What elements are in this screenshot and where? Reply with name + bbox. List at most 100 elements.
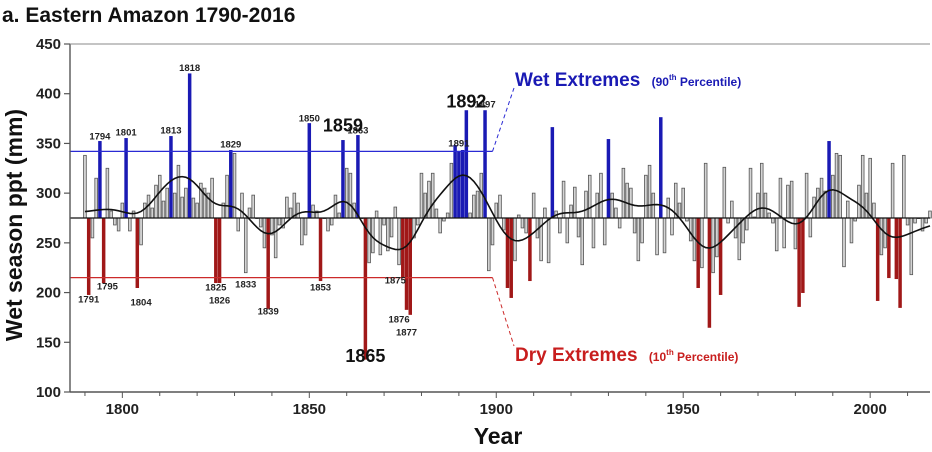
bar-1809 [154, 184, 158, 219]
bar-1876 [404, 217, 409, 310]
bar-1939 [640, 217, 644, 244]
bar-1891 [460, 149, 465, 219]
bar-1940 [644, 174, 648, 219]
axes-layer: 100 150 200 250 300 350 400 450 1800 1850 1900 1950… [36, 36, 930, 418]
highlight-label-1892: 1892 [446, 92, 486, 112]
bar-1812 [165, 187, 169, 219]
bar-1900 [494, 202, 499, 219]
bar-1988 [823, 190, 828, 219]
bar-2002 [875, 217, 880, 301]
bar-1903 [505, 217, 510, 288]
bar-1999 [864, 192, 869, 219]
bar-1922 [576, 217, 581, 238]
bar-1815 [176, 164, 181, 219]
bar-1795 [101, 217, 106, 284]
y-tick-label-250: 250 [36, 235, 61, 252]
bar-1976 [778, 177, 783, 219]
bar-1972 [763, 192, 768, 219]
bar-1887 [445, 212, 450, 219]
highlight-label-1865: 1865 [345, 346, 385, 366]
bar-1936 [629, 187, 633, 219]
bar-1801 [124, 138, 128, 219]
bar-1790 [83, 154, 87, 219]
bar-1997 [857, 184, 861, 219]
bar-1992 [838, 154, 842, 219]
bar-1819 [191, 197, 196, 219]
bar-1961 [722, 166, 727, 219]
bar-1923 [580, 217, 584, 266]
bar-1890 [457, 150, 461, 219]
wet-threshold-connector [492, 87, 515, 152]
bar-2009 [902, 154, 906, 219]
x-tick-label-1850: 1850 [293, 401, 326, 418]
bar-1991 [834, 152, 839, 219]
bar-1983 [804, 172, 809, 219]
bar-1937 [632, 217, 637, 234]
bar-1893 [468, 212, 472, 219]
legend-wet-label: Wet Extremes (90th Percentile) [515, 70, 741, 91]
bar-1845 [288, 207, 293, 219]
bar-2001 [872, 202, 876, 219]
bar-1910 [531, 192, 536, 219]
year-label-1876: 1876 [388, 314, 409, 325]
y-tick-label-400: 400 [36, 86, 61, 103]
year-label-1825: 1825 [205, 283, 227, 294]
bar-2010 [905, 217, 910, 226]
bar-2005 [887, 217, 891, 279]
bar-1959 [715, 217, 719, 258]
y-tick-label-100: 100 [36, 384, 61, 401]
bar-1792 [90, 217, 95, 239]
bar-1816 [180, 196, 184, 219]
year-label-1877: 1877 [396, 327, 417, 338]
year-label-1791: 1791 [78, 295, 100, 306]
y-tick-label-350: 350 [36, 135, 61, 152]
bar-1797 [109, 210, 113, 219]
bar-1817 [184, 187, 188, 219]
bar-1899 [490, 217, 495, 246]
bar-1825 [214, 217, 218, 284]
bar-1863 [356, 135, 360, 219]
bar-1848 [300, 217, 304, 246]
bar-1904 [509, 217, 513, 298]
year-label-1850: 1850 [299, 114, 320, 125]
bar-1901 [498, 194, 502, 219]
bar-1982 [801, 217, 805, 293]
bar-1931 [610, 192, 614, 219]
bar-1907 [520, 217, 525, 229]
bar-1898 [487, 217, 491, 272]
bar-1896 [479, 172, 484, 219]
year-label-1795: 1795 [97, 282, 119, 293]
bar-1947 [670, 217, 674, 236]
y-axis-label: Wet season ppt (mm) [1, 109, 27, 341]
x-tick-label-1950: 1950 [667, 401, 700, 418]
bar-1927 [595, 192, 599, 219]
bar-1829 [229, 149, 233, 219]
bar-1793 [94, 177, 98, 219]
bar-1892 [464, 110, 469, 219]
bar-1938 [636, 217, 641, 262]
bar-1826 [217, 217, 222, 284]
bar-1981 [797, 217, 801, 307]
bar-1885 [438, 217, 442, 234]
bar-1995 [849, 217, 854, 244]
bar-1956 [703, 162, 708, 219]
bar-1932 [614, 207, 618, 219]
bar-1933 [617, 217, 622, 229]
bar-1954 [696, 217, 700, 288]
bar-1909 [528, 217, 532, 282]
bar-1888 [449, 162, 454, 219]
year-label-1794: 1794 [89, 131, 111, 142]
bar-2012 [913, 217, 917, 224]
bar-1832 [240, 192, 244, 219]
year-label-1829: 1829 [220, 139, 241, 150]
x-tick-label-1900: 1900 [480, 401, 513, 418]
bar-1855 [326, 217, 330, 232]
y-tick-label-450: 450 [36, 36, 61, 53]
year-label-1801: 1801 [116, 127, 138, 138]
bar-1974 [771, 217, 775, 224]
year-label-1839: 1839 [258, 306, 279, 317]
x-tick-label-1800: 1800 [106, 401, 139, 418]
bar-1978 [786, 184, 790, 219]
bar-1860 [344, 167, 349, 219]
bar-1945 [662, 217, 667, 254]
